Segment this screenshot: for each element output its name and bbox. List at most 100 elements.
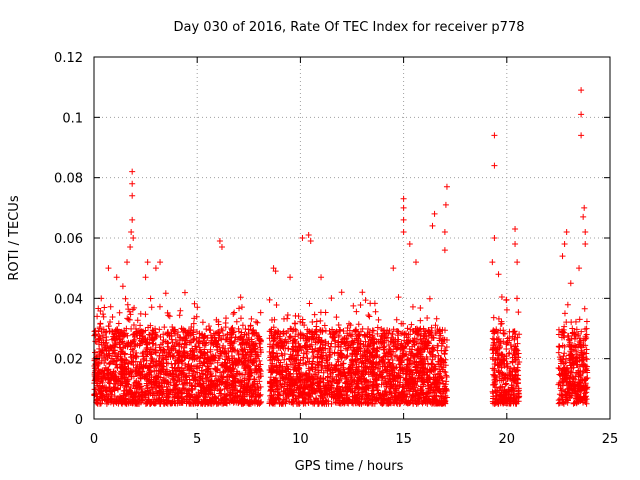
- data-point: [171, 382, 178, 389]
- data-point: [125, 400, 132, 407]
- data-point: [165, 387, 172, 394]
- data-point: [157, 368, 164, 375]
- data-point: [105, 393, 112, 400]
- data-point: [252, 342, 259, 349]
- data-point: [200, 334, 207, 341]
- data-point: [132, 393, 139, 400]
- data-point: [247, 323, 254, 330]
- data-point: [191, 363, 198, 370]
- data-point: [154, 390, 161, 397]
- data-point: [255, 392, 262, 399]
- data-point: [250, 390, 257, 397]
- data-point: [232, 393, 239, 400]
- data-point: [328, 295, 335, 302]
- data-point: [137, 374, 144, 381]
- data-point: [167, 370, 174, 377]
- data-point: [149, 356, 156, 363]
- data-point: [105, 376, 112, 383]
- data-point: [108, 355, 115, 362]
- data-point: [138, 328, 145, 335]
- data-point: [101, 372, 108, 379]
- data-points: [91, 87, 591, 407]
- data-point: [561, 310, 568, 317]
- data-point: [112, 327, 119, 334]
- data-point: [191, 397, 198, 404]
- data-point: [113, 334, 120, 340]
- data-point: [250, 326, 257, 333]
- data-point: [236, 370, 243, 377]
- data-point: [175, 364, 182, 371]
- data-point: [222, 363, 229, 370]
- data-point: [246, 344, 253, 351]
- data-point: [190, 320, 197, 327]
- data-point: [281, 315, 288, 322]
- data-point: [204, 371, 211, 378]
- data-point: [333, 314, 340, 321]
- data-point: [409, 303, 416, 310]
- data-point: [245, 400, 252, 407]
- data-point: [114, 365, 121, 372]
- data-point: [176, 358, 183, 365]
- data-point: [197, 349, 204, 356]
- data-point: [245, 380, 252, 387]
- data-point: [123, 388, 130, 395]
- data-point: [116, 336, 123, 343]
- data-point: [101, 360, 108, 367]
- data-point: [198, 398, 205, 405]
- data-point: [98, 354, 105, 361]
- data-point: [225, 347, 232, 354]
- data-point: [176, 333, 183, 340]
- data-point: [170, 376, 177, 383]
- data-point: [105, 322, 112, 329]
- data-point: [362, 297, 369, 304]
- data-point: [252, 386, 259, 393]
- data-point: [254, 351, 261, 358]
- data-point: [190, 368, 197, 375]
- data-point: [165, 346, 172, 353]
- data-point: [144, 385, 151, 392]
- data-point: [99, 347, 106, 354]
- data-point: [157, 374, 164, 381]
- data-point: [139, 392, 146, 399]
- data-point: [125, 369, 132, 376]
- data-point: [196, 380, 203, 387]
- data-point: [143, 382, 150, 389]
- data-point: [110, 386, 117, 393]
- data-point: [443, 343, 450, 350]
- data-point: [103, 387, 110, 394]
- data-point: [148, 304, 155, 311]
- data-point: [171, 360, 178, 367]
- data-point: [153, 332, 160, 339]
- data-point: [514, 295, 521, 302]
- data-point: [246, 374, 253, 381]
- data-point: [257, 349, 264, 356]
- data-point: [222, 315, 229, 322]
- data-point: [374, 324, 381, 331]
- data-point: [137, 328, 144, 335]
- data-point: [248, 315, 255, 322]
- data-point: [178, 395, 185, 402]
- data-point: [257, 383, 264, 390]
- data-point: [187, 332, 194, 339]
- data-point: [224, 331, 231, 338]
- data-point: [123, 391, 130, 398]
- data-point: [317, 309, 324, 316]
- data-point: [182, 328, 189, 335]
- data-point: [254, 399, 261, 406]
- data-point: [200, 371, 207, 378]
- data-point: [228, 326, 235, 333]
- data-point: [91, 372, 98, 379]
- data-point: [284, 312, 291, 319]
- data-point: [181, 335, 188, 342]
- data-point: [115, 329, 122, 336]
- data-point: [250, 359, 257, 366]
- data-point: [156, 303, 163, 310]
- data-point: [189, 372, 196, 379]
- data-point: [190, 377, 197, 384]
- data-point: [395, 294, 402, 301]
- data-point: [233, 375, 240, 382]
- data-point: [184, 339, 191, 346]
- data-point: [194, 362, 201, 369]
- data-point: [242, 339, 249, 346]
- data-point: [171, 394, 178, 401]
